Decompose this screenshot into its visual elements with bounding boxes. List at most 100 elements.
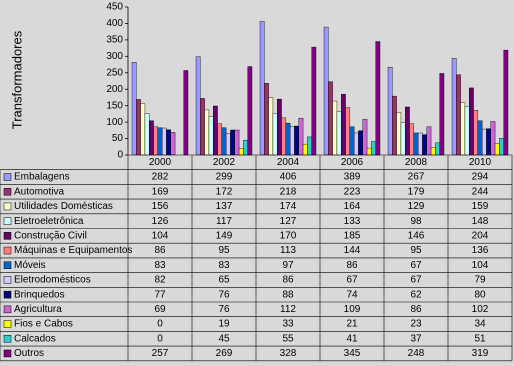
bar: [464, 106, 470, 156]
legend-label: Agricultura: [14, 304, 62, 315]
table-value: 0: [157, 319, 163, 330]
bar: [341, 93, 346, 156]
table-value: 185: [344, 230, 361, 241]
table-value: 37: [410, 333, 422, 344]
table-value: 19: [218, 319, 230, 330]
legend-key: [3, 246, 12, 255]
bar: [426, 126, 432, 156]
bar: [298, 117, 304, 156]
table-value: 299: [216, 172, 233, 183]
table-value: 269: [216, 348, 233, 359]
table-value: 76: [218, 304, 230, 315]
table-value: 164: [344, 201, 361, 212]
bar: [358, 130, 363, 156]
table-value: 133: [344, 216, 361, 227]
bar: [161, 127, 167, 156]
table-value: 159: [472, 201, 489, 212]
table-value: 88: [282, 289, 294, 300]
table-value: 257: [152, 348, 169, 359]
y-axis-label: Transformadores: [9, 30, 24, 129]
bar: [230, 129, 235, 156]
table-value: 34: [474, 319, 486, 330]
table-value: 179: [408, 186, 425, 197]
x-tick-label: 2000: [149, 157, 172, 168]
bar: [396, 112, 402, 156]
table-value: 76: [218, 289, 230, 300]
bar: [486, 128, 491, 156]
bar: [417, 132, 423, 156]
bar: [503, 49, 509, 156]
table-value: 109: [344, 304, 361, 315]
bar: [439, 73, 445, 156]
table-value: 117: [216, 216, 232, 227]
bar: [264, 83, 269, 156]
legend-key: [3, 261, 12, 269]
bar: [157, 127, 163, 156]
table-value: 82: [154, 275, 166, 286]
bar: [353, 132, 359, 156]
y-tick-label: 100: [106, 117, 123, 128]
bar: [294, 125, 299, 156]
legend-key: [3, 217, 12, 225]
bar: [183, 70, 189, 156]
y-tick-label: 150: [106, 100, 123, 111]
table-value: 83: [154, 260, 166, 271]
table-value: 129: [408, 201, 425, 212]
bar: [387, 66, 393, 156]
table-value: 127: [280, 216, 297, 227]
y-tick-label: 450: [106, 2, 123, 13]
bar: [494, 143, 500, 156]
y-tick-label: 0: [117, 150, 123, 161]
bar: [170, 132, 176, 156]
bar: [473, 110, 479, 156]
y-tick-label: 50: [112, 133, 124, 144]
bar: [285, 122, 291, 156]
legend-key: [3, 173, 12, 181]
legend-label: Construção Civil: [14, 230, 87, 241]
table-value: 83: [218, 260, 230, 271]
x-tick-label: 2010: [469, 157, 492, 168]
table-value: 223: [344, 186, 361, 197]
table-value: 149: [216, 230, 233, 241]
bar: [481, 128, 487, 156]
bar: [311, 46, 317, 156]
legend-key: [3, 232, 12, 240]
table-value: 345: [344, 348, 361, 359]
table-value: 204: [472, 230, 489, 241]
bar: [149, 120, 154, 156]
table-value: 319: [472, 348, 489, 359]
bar: [225, 133, 231, 156]
table-value: 406: [280, 172, 297, 183]
legend-label: Utilidades Domésticas: [14, 201, 113, 212]
bar: [247, 66, 253, 156]
table-value: 45: [218, 333, 230, 344]
table-value: 41: [346, 333, 358, 344]
x-tick-label: 2002: [213, 157, 236, 168]
legend-label: Eletroeletrônica: [14, 216, 84, 227]
bar: [349, 126, 355, 156]
bar: [238, 148, 244, 156]
table-value: 67: [346, 275, 358, 286]
x-tick-label: 2006: [341, 157, 364, 168]
y-tick-label: 300: [106, 51, 123, 62]
table-value: 86: [410, 304, 422, 315]
y-tick-label: 200: [106, 84, 123, 95]
bar: [456, 74, 461, 156]
table-value: 86: [154, 245, 166, 256]
table-value: 112: [280, 304, 296, 315]
bar: [375, 41, 381, 156]
bar: [307, 136, 312, 156]
table-value: 21: [346, 319, 358, 330]
y-tick-label: 400: [106, 18, 123, 29]
table-value: 169: [152, 186, 169, 197]
table-value: 55: [282, 333, 294, 344]
bar: [204, 109, 210, 156]
table-value: 389: [344, 172, 361, 183]
legend-key: [3, 335, 12, 343]
bar: [345, 107, 351, 156]
bar: [131, 62, 137, 156]
bar: [413, 132, 419, 156]
table-value: 86: [346, 260, 358, 271]
x-tick-label: 2008: [405, 157, 428, 168]
